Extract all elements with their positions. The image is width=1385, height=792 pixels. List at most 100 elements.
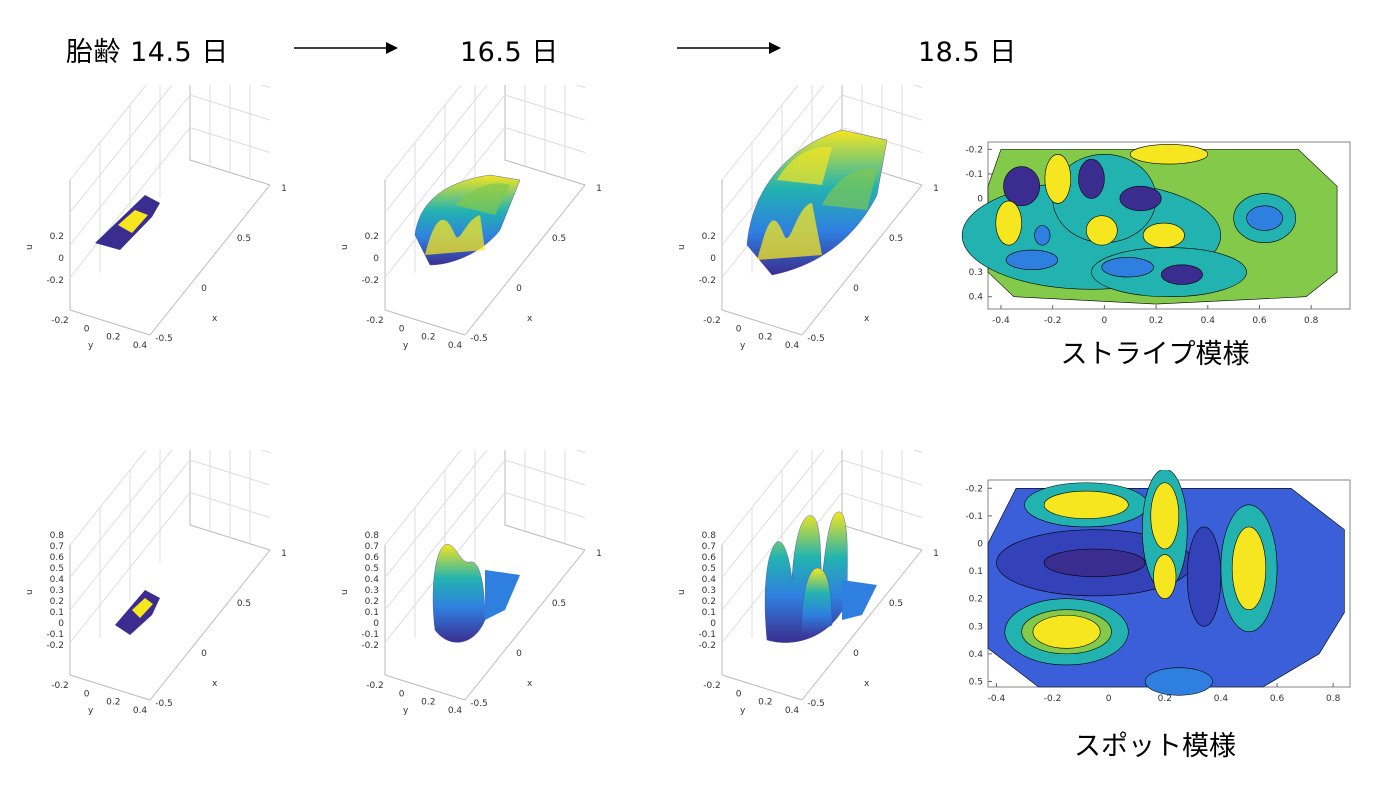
y-tick-label: 0: [399, 689, 405, 699]
y-tick-label: 0.2: [969, 595, 983, 605]
x-tick-label: 1: [281, 184, 287, 194]
z-tick-label: 0: [373, 254, 379, 264]
z-tick-label: 0.6: [702, 553, 717, 563]
contour-field: [961, 144, 1338, 305]
x-tick-label: 0: [201, 284, 207, 294]
surface-peak: [118, 210, 148, 233]
x-axis-label: x: [212, 314, 218, 324]
surface-sheet: [485, 570, 520, 620]
x-tick-label: 0.2: [1149, 316, 1163, 326]
stage-label-16-5: 16.5 日: [460, 37, 559, 68]
z-tick-label: 0.1: [365, 608, 379, 618]
contour-region: [1078, 158, 1105, 199]
contour-region: [1246, 205, 1284, 231]
z-tick-label: 0.2: [702, 232, 716, 242]
contour-region: [1085, 215, 1118, 246]
z-tick-label: 0.3: [50, 586, 64, 596]
x-tick-label: 0.6: [1252, 316, 1267, 326]
y-tick-label: 0.4: [969, 650, 984, 660]
surface-peak: [432, 544, 486, 643]
x-tick-label: 1: [596, 549, 602, 559]
x-tick-label: 0: [1106, 694, 1112, 704]
x-tick-label: 0: [516, 649, 522, 659]
axes-box: [384, 450, 586, 701]
contour-region: [1044, 153, 1072, 204]
x-tick-label: 0.4: [1201, 316, 1216, 326]
z-tick-label: 0.2: [50, 232, 64, 242]
y-tick-label: 0: [84, 689, 90, 699]
z-tick-label: -0.2: [361, 641, 379, 651]
contour-plot-spot: -0.4 -0.2 0 0.2 0.4 0.6 0.8 -0.2 -0.1 0 0.1 0.2 0.3 0…: [965, 470, 1351, 704]
arrow-right-icon: [294, 42, 398, 54]
z-tick-label: 0: [373, 619, 379, 629]
z-tick-label: 0.5: [365, 564, 379, 574]
y-tick-label: 0.2: [421, 698, 435, 708]
y-tick-label: 0.3: [969, 268, 983, 278]
y-tick-label: 0.2: [758, 333, 772, 343]
surface-peak: [801, 567, 833, 641]
surface-plot-stripe-14-5: -0.2 0 0.2 u -0.2 0 0.2 0.4 y -0.5 0 0.5 1 x: [25, 85, 287, 351]
x-tick-label: 0: [853, 284, 859, 294]
contour-region: [995, 200, 1022, 246]
x-axis-label: x: [527, 679, 533, 689]
z-tick-label: 0.1: [702, 608, 716, 618]
z-tick-label: -0.2: [46, 276, 64, 286]
contour-region: [1150, 482, 1180, 550]
y-axis-label: y: [403, 341, 409, 351]
surface-peak: [757, 203, 822, 260]
x-tick-label: -0.2: [1044, 694, 1062, 704]
stage-label-14-5: 胎齢 14.5 日: [66, 37, 229, 68]
y-tick-label: 0.1: [969, 567, 983, 577]
contour-region: [1142, 222, 1185, 248]
z-tick-label: -0.1: [361, 630, 379, 640]
y-tick-label: 0.4: [448, 341, 463, 351]
x-tick-label: 0.2: [1158, 694, 1172, 704]
surface-plot-spot-14-5: -0.2-0.100.10.20.30.40.50.60.70.8u-0.200…: [25, 450, 287, 716]
y-tick-label: -0.1: [965, 512, 983, 522]
contour-region: [1144, 667, 1213, 696]
z-axis-label: u: [340, 244, 350, 250]
contour-region: [1153, 554, 1177, 599]
z-tick-label: 0: [710, 254, 716, 264]
x-tick-label: -0.5: [470, 699, 488, 709]
x-tick-label: 0.5: [552, 234, 566, 244]
x-tick-label: -0.2: [1044, 316, 1062, 326]
x-tick-label: -0.5: [807, 699, 825, 709]
z-tick-label: 0.8: [702, 531, 717, 541]
z-tick-label: -0.2: [698, 641, 716, 651]
y-tick-label: 0: [736, 689, 742, 699]
surface-ridge: [822, 168, 877, 210]
surface-plot-stripe-16-5: -0.2 0 0.2 u -0.2 0 0.2 0.4 y -0.5 0 0.5 1 x: [340, 85, 602, 351]
surface-peak: [425, 215, 485, 255]
z-tick-label: 0.7: [365, 542, 379, 552]
contour-region: [1129, 144, 1209, 165]
contour-region: [1160, 264, 1203, 285]
axes-box: [69, 450, 271, 701]
y-tick-label: 0.2: [421, 333, 435, 343]
x-tick-label: -0.5: [155, 334, 173, 344]
y-tick-label: -0.2: [51, 316, 69, 326]
contour-region: [1101, 257, 1154, 278]
x-tick-label: 0.5: [552, 599, 566, 609]
y-tick-label: 0: [977, 539, 983, 549]
x-tick-label: 0: [516, 284, 522, 294]
x-axis-label: x: [864, 679, 870, 689]
contour-field: [987, 470, 1345, 696]
surface-peak: [132, 598, 153, 618]
y-tick-label: 0.4: [448, 706, 463, 716]
contour-region: [1119, 185, 1162, 212]
x-tick-label: 0.5: [889, 599, 903, 609]
x-tick-label: 0.5: [237, 599, 251, 609]
contour-plot-stripe: -0.4-0.200.20.40.60.8-0.2-0.100.10.20.30…: [961, 141, 1351, 326]
z-tick-label: 0.8: [50, 531, 65, 541]
y-tick-label: -0.1: [965, 170, 983, 180]
y-axis-label: y: [403, 706, 409, 716]
surface-plot-spot-18-5: -0.2-0.100.10.20.30.40.50.60.70.8u-0.200…: [677, 450, 939, 716]
z-tick-label: 0.6: [50, 553, 65, 563]
z-axis-label: u: [25, 244, 35, 250]
y-tick-label: -0.2: [965, 145, 983, 155]
y-tick-label: 0.4: [785, 706, 800, 716]
axes-box: [384, 85, 586, 336]
contour-region: [1043, 490, 1129, 519]
z-axis-label: u: [340, 589, 350, 595]
